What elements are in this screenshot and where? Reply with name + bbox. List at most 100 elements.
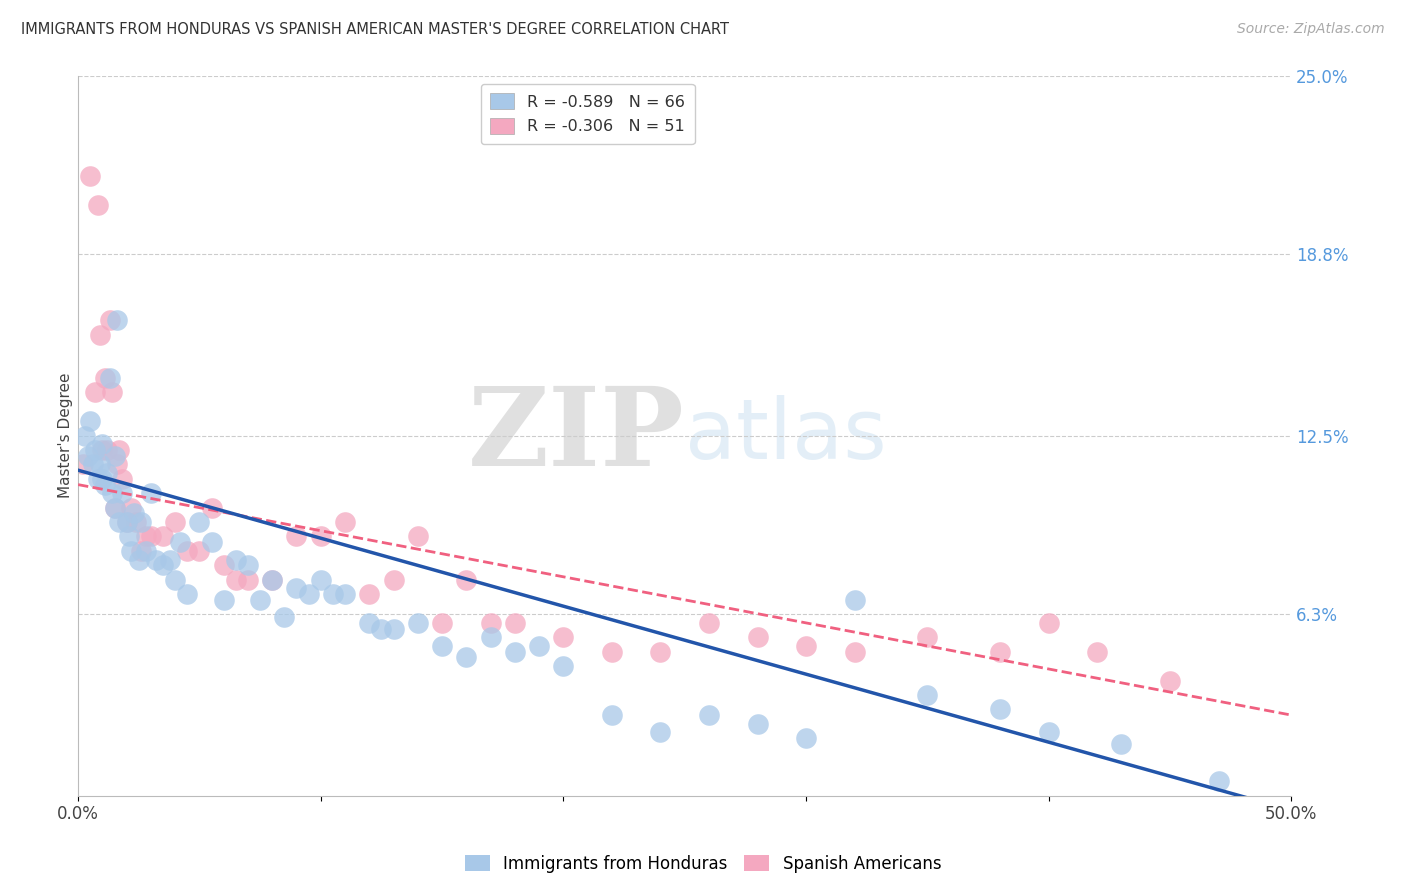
- Point: [236, 558, 259, 573]
- Point: [103, 449, 125, 463]
- Point: [794, 639, 817, 653]
- Point: [135, 529, 157, 543]
- Point: [794, 731, 817, 746]
- Point: [82, 458, 104, 472]
- Point: [76, 449, 98, 463]
- Point: [121, 500, 143, 515]
- Point: [697, 708, 720, 723]
- Point: [139, 529, 162, 543]
- Point: [1038, 725, 1060, 739]
- Point: [111, 472, 134, 486]
- Point: [115, 515, 138, 529]
- Point: [406, 615, 429, 630]
- Point: [75, 428, 97, 442]
- Point: [236, 573, 259, 587]
- Point: [225, 552, 247, 566]
- Point: [105, 313, 128, 327]
- Point: [118, 529, 141, 543]
- Point: [91, 472, 114, 486]
- Point: [650, 645, 672, 659]
- Point: [333, 587, 356, 601]
- Point: [89, 458, 111, 472]
- Point: [430, 615, 453, 630]
- Point: [105, 458, 128, 472]
- Point: [382, 573, 405, 587]
- Point: [200, 500, 222, 515]
- Point: [125, 515, 148, 529]
- Point: [553, 630, 575, 644]
- Point: [121, 544, 143, 558]
- Point: [747, 716, 769, 731]
- Point: [917, 688, 939, 702]
- Point: [111, 486, 134, 500]
- Point: [359, 615, 381, 630]
- Point: [1159, 673, 1181, 688]
- Point: [1038, 615, 1060, 630]
- Point: [165, 515, 187, 529]
- Point: [285, 529, 308, 543]
- Point: [129, 515, 152, 529]
- Text: IMMIGRANTS FROM HONDURAS VS SPANISH AMERICAN MASTER'S DEGREE CORRELATION CHART: IMMIGRANTS FROM HONDURAS VS SPANISH AMER…: [21, 22, 730, 37]
- Point: [1085, 645, 1108, 659]
- Point: [89, 327, 111, 342]
- Point: [165, 573, 187, 587]
- Point: [115, 515, 138, 529]
- Point: [84, 443, 107, 458]
- Point: [600, 645, 623, 659]
- Point: [103, 500, 125, 515]
- Point: [135, 544, 157, 558]
- Point: [430, 639, 453, 653]
- Point: [298, 587, 321, 601]
- Point: [91, 437, 114, 451]
- Point: [917, 630, 939, 644]
- Point: [94, 371, 117, 385]
- Point: [382, 622, 405, 636]
- Point: [309, 573, 332, 587]
- Text: Source: ZipAtlas.com: Source: ZipAtlas.com: [1237, 22, 1385, 37]
- Point: [503, 615, 526, 630]
- Point: [152, 558, 174, 573]
- Point: [697, 615, 720, 630]
- Point: [285, 582, 308, 596]
- Point: [176, 587, 198, 601]
- Point: [94, 477, 117, 491]
- Point: [128, 552, 150, 566]
- Point: [322, 587, 344, 601]
- Point: [225, 573, 247, 587]
- Point: [456, 573, 478, 587]
- Point: [96, 443, 118, 458]
- Legend: Immigrants from Honduras, Spanish Americans: Immigrants from Honduras, Spanish Americ…: [458, 848, 948, 880]
- Point: [600, 708, 623, 723]
- Point: [176, 544, 198, 558]
- Point: [98, 371, 121, 385]
- Point: [527, 639, 550, 653]
- Point: [988, 645, 1011, 659]
- Text: ZIP: ZIP: [468, 382, 685, 489]
- Point: [479, 615, 502, 630]
- Legend: R = -0.589   N = 66, R = -0.306   N = 51: R = -0.589 N = 66, R = -0.306 N = 51: [481, 84, 695, 144]
- Point: [188, 515, 211, 529]
- Point: [988, 702, 1011, 716]
- Y-axis label: Master's Degree: Master's Degree: [58, 373, 73, 499]
- Point: [249, 592, 271, 607]
- Point: [406, 529, 429, 543]
- Point: [844, 592, 866, 607]
- Point: [747, 630, 769, 644]
- Point: [309, 529, 332, 543]
- Point: [98, 313, 121, 327]
- Point: [212, 558, 235, 573]
- Point: [101, 385, 124, 400]
- Point: [1111, 737, 1133, 751]
- Point: [139, 486, 162, 500]
- Point: [152, 529, 174, 543]
- Point: [169, 535, 191, 549]
- Point: [86, 472, 108, 486]
- Point: [370, 622, 392, 636]
- Point: [1208, 774, 1230, 789]
- Point: [91, 443, 114, 458]
- Point: [479, 630, 502, 644]
- Point: [84, 385, 107, 400]
- Point: [129, 544, 152, 558]
- Point: [262, 573, 284, 587]
- Point: [122, 507, 145, 521]
